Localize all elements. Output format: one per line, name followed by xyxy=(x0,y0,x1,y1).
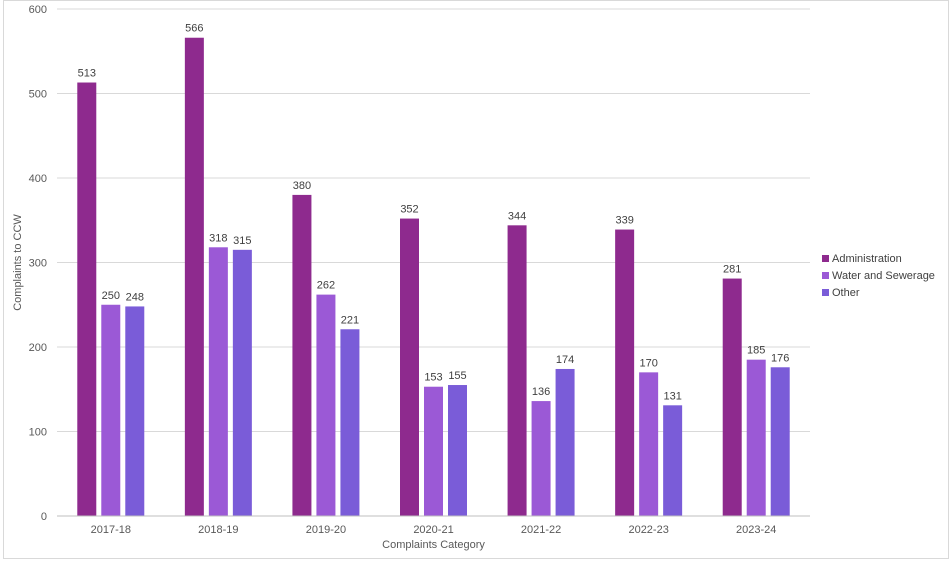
bar xyxy=(448,385,467,516)
data-label: 155 xyxy=(448,370,466,382)
data-labels: 513 250 248 566 318 315 380 262 221 352 153 155 344 1… xyxy=(78,23,790,403)
bar xyxy=(639,372,659,516)
y-tick-label: 400 xyxy=(29,173,47,185)
data-label: 262 xyxy=(317,280,335,292)
data-label: 380 xyxy=(293,180,311,192)
x-tick-label: 2019-20 xyxy=(306,524,346,536)
bar xyxy=(722,278,742,516)
bar xyxy=(746,359,766,516)
bar xyxy=(316,294,336,516)
data-label: 136 xyxy=(532,386,550,398)
bar xyxy=(400,218,419,516)
x-axis-ticks: 2017-18 2018-19 2019-20 2020-21 2021-22 2022-… xyxy=(91,524,777,536)
data-label: 174 xyxy=(556,354,574,366)
bar xyxy=(125,306,145,516)
legend-swatch xyxy=(822,255,829,262)
y-axis-title: Complaints to CCW xyxy=(12,214,24,311)
y-tick-label: 0 xyxy=(41,511,47,523)
bar xyxy=(340,329,360,516)
legend-swatch xyxy=(822,272,829,279)
x-tick-label: 2020-21 xyxy=(413,524,453,536)
y-axis-ticks: 0 100 200 300 400 500 600 xyxy=(29,4,47,523)
legend-label: Water and Sewerage xyxy=(832,270,935,282)
data-label: 185 xyxy=(747,345,765,357)
data-label: 248 xyxy=(126,291,144,303)
data-label: 170 xyxy=(639,357,657,369)
data-label: 344 xyxy=(508,210,526,222)
x-tick-label: 2018-19 xyxy=(198,524,238,536)
bar xyxy=(424,386,443,516)
bar xyxy=(507,225,527,516)
bar xyxy=(184,37,204,516)
bar xyxy=(531,401,551,516)
legend-label: Other xyxy=(832,287,860,299)
data-label: 153 xyxy=(424,372,442,384)
bar xyxy=(77,82,97,516)
legend-label: Administration xyxy=(832,253,902,265)
x-axis-title: Complaints Category xyxy=(382,539,485,551)
data-label: 315 xyxy=(233,235,251,247)
x-tick-label: 2017-18 xyxy=(91,524,131,536)
bar xyxy=(770,367,790,516)
x-tick-label: 2022-23 xyxy=(628,524,668,536)
bar xyxy=(663,405,683,516)
data-label: 339 xyxy=(615,215,633,227)
bar xyxy=(208,247,228,517)
data-label: 352 xyxy=(400,204,418,216)
gridlines xyxy=(57,8,810,432)
data-label: 131 xyxy=(663,390,681,402)
bar xyxy=(292,194,312,516)
bar xyxy=(101,304,121,516)
x-tick-label: 2023-24 xyxy=(736,524,776,536)
bar xyxy=(232,249,252,516)
legend-swatch xyxy=(822,289,829,296)
data-label: 281 xyxy=(723,264,741,276)
data-label: 221 xyxy=(341,314,359,326)
data-label: 176 xyxy=(771,352,789,364)
bars xyxy=(77,37,790,517)
y-tick-label: 500 xyxy=(29,89,47,101)
bar xyxy=(615,229,635,517)
data-label: 250 xyxy=(102,290,120,302)
y-tick-label: 200 xyxy=(29,342,47,354)
y-tick-label: 600 xyxy=(29,4,47,16)
x-tick-label: 2021-22 xyxy=(521,524,561,536)
y-tick-label: 300 xyxy=(29,258,47,270)
bar xyxy=(555,368,575,516)
data-label: 318 xyxy=(209,232,227,244)
data-label: 513 xyxy=(78,68,96,80)
y-tick-label: 100 xyxy=(29,427,47,439)
data-label: 566 xyxy=(185,23,203,35)
legend: Administration Water and Sewerage Other xyxy=(822,253,935,299)
